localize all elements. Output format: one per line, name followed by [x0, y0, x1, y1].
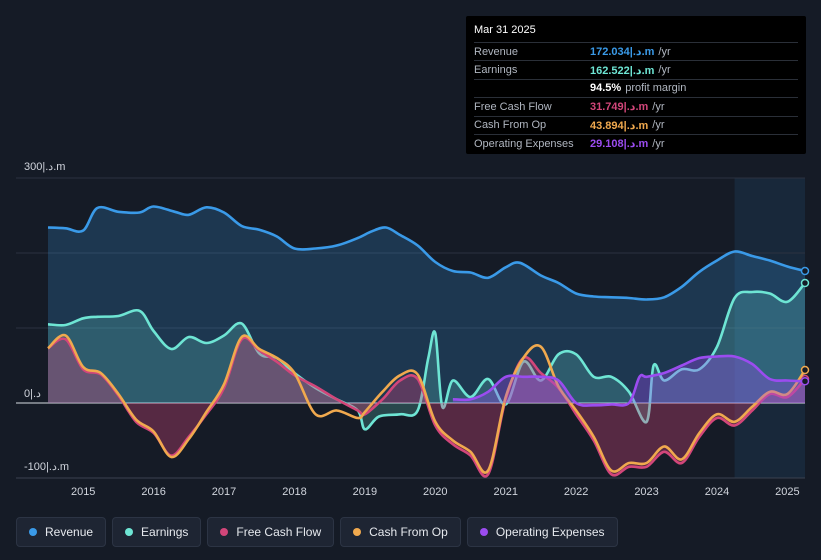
y-tick-label: 300|.د.m [24, 161, 65, 173]
earnings-area [48, 283, 805, 430]
tooltip-label: Earnings [474, 64, 518, 77]
x-tick-label: 2025 [775, 486, 799, 498]
tooltip-row-free-cash-flow: Free Cash Flow 31.749|.د.m /yr [474, 97, 798, 115]
legend-dot-icon [29, 528, 37, 536]
x-tick-label: 2017 [212, 486, 236, 498]
tooltip-row-earnings: Earnings 162.522|.د.m /yr [474, 60, 798, 78]
tooltip-unit: /yr [658, 45, 671, 58]
legend-dot-icon [220, 528, 229, 536]
tooltip-value: 94.5% [590, 82, 622, 95]
tooltip-unit: /yr [652, 137, 665, 150]
legend-item-operating-expenses[interactable]: Operating Expenses [466, 517, 618, 547]
x-tick-label: 2015 [71, 486, 95, 498]
operating-expenses-line [452, 354, 806, 407]
tooltip-unit: profit margin [625, 82, 687, 95]
tooltip-value: 29.108|.د.m [590, 138, 649, 151]
x-tick-label: 2023 [634, 486, 658, 498]
operating-expenses-area [452, 355, 805, 406]
y-tick-label: -100|.د.m [24, 461, 69, 473]
tooltip-value: 31.749|.د.m [590, 101, 649, 114]
x-tick-label: 2019 [353, 486, 377, 498]
free-cash-flow-area [48, 337, 805, 477]
tooltip-row-operating-expenses: Operating Expenses 29.108|.د.m /yr [474, 133, 798, 152]
y-tick-label: 0|.د [24, 388, 41, 400]
tooltip-label: Free Cash Flow [474, 100, 552, 113]
legend-dot-icon [479, 528, 488, 536]
x-tick-label: 2016 [141, 486, 165, 498]
legend-dot-icon [125, 528, 134, 536]
operating-expenses-end-point [800, 377, 810, 386]
legend-item-cash-from-op[interactable]: Cash From Op [340, 517, 461, 547]
tooltip-panel: Mar 31 2025 Revenue 172.034|.د.m /yr Ear… [466, 16, 806, 154]
legend-label: Earnings [141, 525, 189, 539]
plot-area [47, 205, 810, 478]
axis-labels: 300|.د.m 0|.د -100|.د.m 2015 2016 2017 2018 201… [24, 161, 800, 498]
revenue-line [47, 205, 806, 301]
x-tick-label: 2024 [705, 486, 729, 498]
tooltip-row-revenue: Revenue 172.034|.د.m /yr [474, 42, 798, 60]
tooltip-label: Operating Expenses [474, 137, 574, 150]
tooltip-value: 172.034|.د.m [590, 46, 655, 59]
legend-dot-icon [353, 528, 362, 536]
tooltip-date: Mar 31 2025 [474, 24, 536, 36]
cash-from-op-line [47, 333, 807, 474]
earnings-line [47, 282, 806, 431]
tooltip-label: Revenue [474, 45, 519, 58]
legend-item-revenue[interactable]: Revenue [16, 517, 107, 547]
tooltip-value: 162.522|.د.m [590, 64, 655, 77]
tooltip-unit: /yr [658, 64, 671, 77]
legend-item-free-cash-flow[interactable]: Free Cash Flow [207, 517, 335, 547]
x-tick-label: 2020 [423, 486, 447, 498]
tooltip-label: Cash From Op [474, 119, 547, 132]
revenue-end-point [800, 266, 810, 276]
legend-label: Revenue [45, 525, 94, 539]
tooltip-unit: /yr [652, 119, 665, 132]
tooltip-row-profit-margin: 94.5% profit margin [474, 78, 798, 97]
legend-label: Free Cash Flow [236, 525, 322, 539]
tooltip-row-cash-from-op: Cash From Op 43.894|.د.m /yr [474, 115, 798, 134]
cash-from-op-end-point [800, 365, 810, 375]
legend-label: Operating Expenses [495, 525, 605, 539]
x-tick-label: 2018 [282, 486, 306, 498]
legend: Revenue Earnings Free Cash Flow Cash Fro… [16, 517, 618, 547]
x-tick-label: 2021 [493, 486, 517, 498]
gridlines [16, 177, 805, 479]
earnings-end-point [800, 278, 810, 288]
revenue-area [48, 206, 805, 403]
legend-item-earnings[interactable]: Earnings [112, 517, 202, 547]
legend-label: Cash From Op [369, 525, 448, 539]
tooltip-unit: /yr [652, 100, 665, 113]
tooltip-value: 43.894|.د.m [590, 119, 649, 132]
x-tick-label: 2022 [564, 486, 588, 498]
